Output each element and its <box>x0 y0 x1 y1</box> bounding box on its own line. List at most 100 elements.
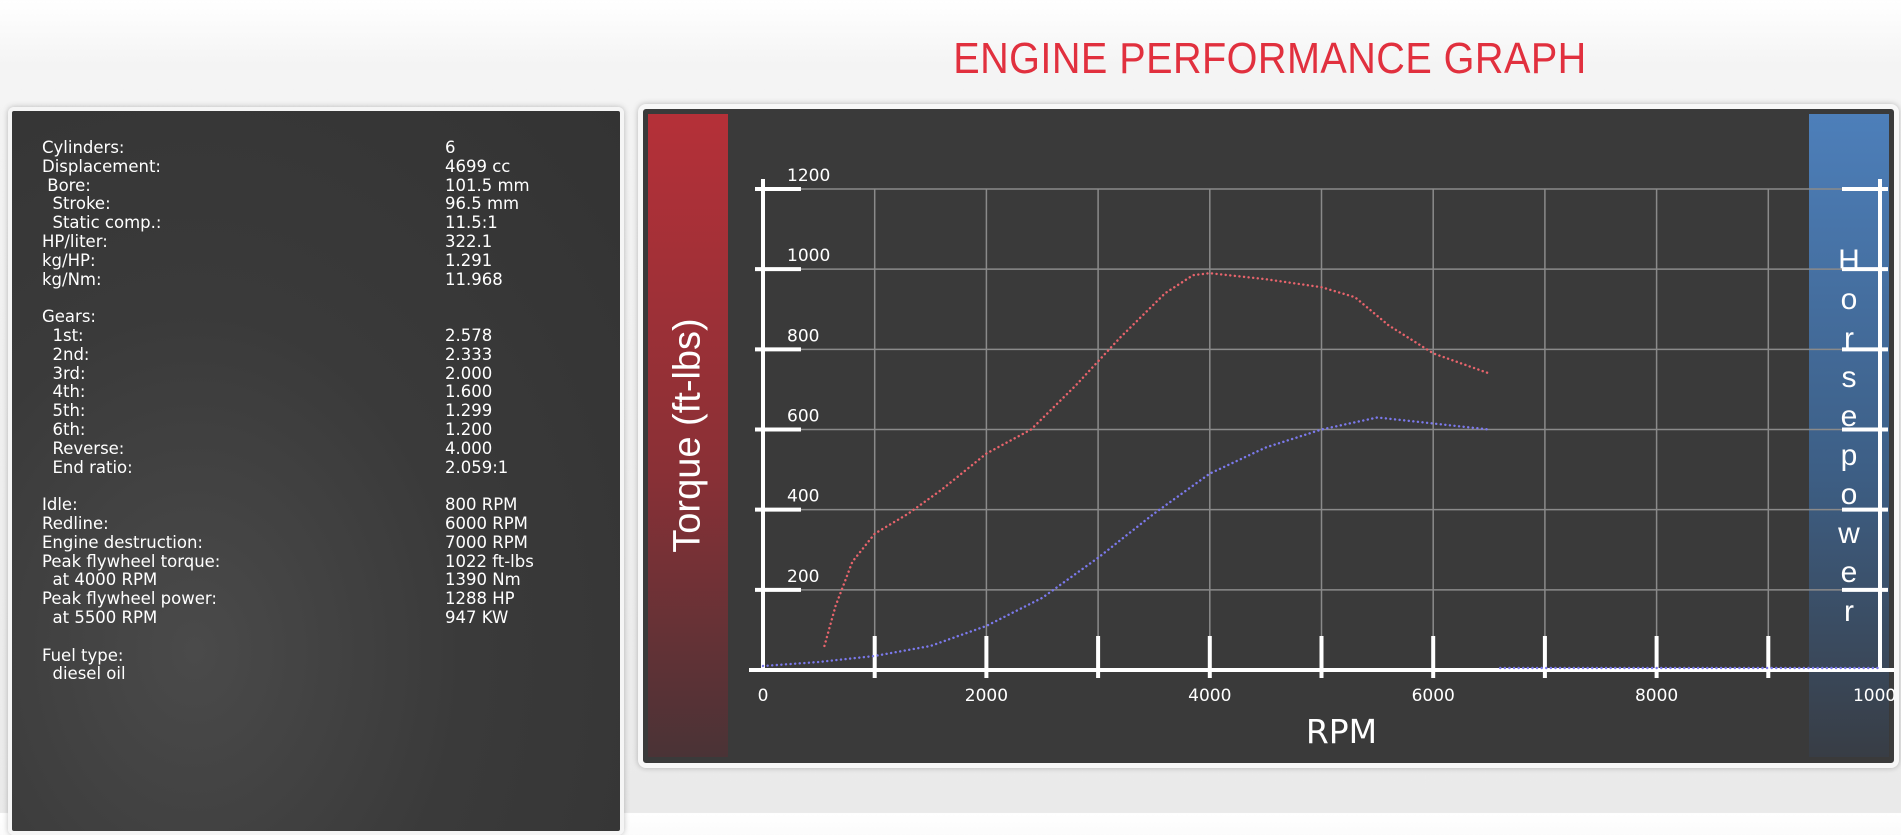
spec-label: 5th: <box>42 401 86 421</box>
spec-label: diesel oil <box>42 664 126 684</box>
spec-label: Gears: <box>42 307 96 327</box>
spec-label: Peak flywheel torque: <box>42 551 221 571</box>
spec-label: End ratio: <box>42 457 133 477</box>
spec-row: kg/Nm: 11.968 <box>42 269 534 290</box>
torque-tick-label: 600 <box>787 407 819 427</box>
spec-value: 947 KW <box>445 607 509 627</box>
spec-value: 1390 Nm <box>445 570 521 590</box>
horsepower-axis-letter: p <box>1840 438 1858 472</box>
horsepower-axis-letter: e <box>1840 399 1858 433</box>
spec-value: 96.5 mm <box>445 194 520 214</box>
spec-value: 2.578 <box>445 325 493 345</box>
spec-value: 800 RPM <box>445 495 518 515</box>
spec-row: 5th: 1.299 <box>42 401 534 421</box>
spec-label: 3rd: <box>42 363 86 383</box>
spec-label: 6th: <box>42 419 86 439</box>
rpm-tick-label: 8000 <box>1635 686 1678 706</box>
spec-value: 6000 RPM <box>445 513 528 533</box>
spec-panel: Cylinders: 6 Displacement: 4699 cc Bore: 101… <box>8 107 624 835</box>
torque-axis-band: Torque (ft-lbs) <box>648 114 728 757</box>
spec-label: kg/HP: <box>42 250 96 270</box>
spec-value: 7000 RPM <box>445 532 528 552</box>
spec-row: Reverse: 4.000 <box>42 438 534 459</box>
spec-row: Redline: 6000 RPM <box>42 513 534 534</box>
spec-row: End ratio: 2.059:1 <box>42 457 534 478</box>
spec-label: Redline: <box>42 513 109 533</box>
horsepower-axis-letter: r <box>1844 594 1854 628</box>
spec-label: 2nd: <box>42 344 90 364</box>
spec-value: 1.600 <box>445 382 493 402</box>
horsepower-axis-letter: s <box>1841 360 1857 394</box>
spec-label: Reverse: <box>42 438 125 458</box>
spec-label: Idle: <box>42 495 78 515</box>
spec-value: 1022 ft-lbs <box>445 551 534 571</box>
rpm-tick-label: 2000 <box>965 686 1008 706</box>
spec-value: 2.000 <box>445 363 493 383</box>
spec-value: 4699 cc <box>445 156 511 176</box>
spec-label: Peak flywheel power: <box>42 589 217 609</box>
spec-value: 1.291 <box>445 250 493 270</box>
spec-value: 322.1 <box>445 231 493 251</box>
spec-row: Cylinders: 6 <box>42 138 534 158</box>
spec-row: Static comp.: 11.5:1 <box>42 213 534 233</box>
spec-row: Gears: <box>42 307 534 327</box>
spec-row: Peak flywheel power: 1288 HP <box>42 589 534 609</box>
spec-row: 3rd: 2.000 <box>42 363 534 384</box>
spec-label: at 5500 RPM <box>42 607 158 627</box>
spec-label: Displacement: <box>42 156 161 176</box>
spec-label: 4th: <box>42 382 86 402</box>
torque-tick-label: 400 <box>787 487 819 507</box>
spec-row: 2nd: 2.333 <box>42 344 534 365</box>
spec-label: Engine destruction: <box>42 532 203 552</box>
torque-curve <box>823 271 1491 648</box>
rpm-tick-label: 6000 <box>1412 686 1455 706</box>
torque-tick-label: 1200 <box>787 166 830 186</box>
spec-label: 1st: <box>42 325 84 345</box>
spec-row: 6th: 1.200 <box>42 419 534 440</box>
spec-value: 6 <box>445 138 456 157</box>
spec-row: at 4000 RPM 1390 Nm <box>42 571 534 590</box>
horsepower-axis-letter: o <box>1840 282 1858 316</box>
spec-row: Idle: 800 RPM <box>42 495 534 515</box>
spec-value: 1288 HP <box>445 589 515 609</box>
horsepower-curve <box>761 416 1491 668</box>
spec-row: kg/HP: 1.291 <box>42 250 534 271</box>
spec-label: Stroke: <box>42 194 111 214</box>
spec-label: Static comp.: <box>42 213 162 233</box>
spec-value: 11.968 <box>445 269 503 289</box>
spec-row: Stroke: 96.5 mm <box>42 195 534 214</box>
spec-value: 11.5:1 <box>445 213 498 233</box>
spec-row: 4th: 1.600 <box>42 383 534 402</box>
horsepower-axis-letter: w <box>1838 516 1860 550</box>
spec-row: Peak flywheel torque: 1022 ft-lbs <box>42 551 534 572</box>
spec-label: Bore: <box>42 175 91 195</box>
torque-tick-label: 800 <box>787 326 819 346</box>
page-title: ENGINE PERFORMANCE GRAPH <box>953 34 1587 83</box>
horsepower-axis-letter: o <box>1840 477 1858 511</box>
spec-value: 4.000 <box>445 438 493 458</box>
spec-row: HP/liter: 322.1 <box>42 231 534 252</box>
rpm-tick-label: 10000 <box>1853 686 1894 706</box>
spec-row: Bore: 101.5 mm <box>42 175 534 196</box>
rpm-axis-title: RPM <box>1306 712 1377 751</box>
horsepower-axis-letter: e <box>1840 555 1858 589</box>
rpm-tick-label: 4000 <box>1188 686 1231 706</box>
torque-tick-label: 1000 <box>787 246 830 266</box>
performance-chart: 2004006008001000120040080012001600200024… <box>749 166 1894 751</box>
rpm-tick-label: 0 <box>758 686 769 706</box>
spec-row: Fuel type: <box>42 646 534 666</box>
spec-value: 1.200 <box>445 419 493 439</box>
spec-row: Displacement: 4699 cc <box>42 156 534 177</box>
spec-row: diesel oil <box>42 665 534 684</box>
spec-label: at 4000 RPM <box>42 570 158 590</box>
spec-value: 101.5 mm <box>445 175 530 195</box>
spec-value: 1.299 <box>445 401 493 421</box>
spec-label: HP/liter: <box>42 231 108 251</box>
spec-label: Cylinders: <box>42 138 125 157</box>
spec-row: Engine destruction: 7000 RPM <box>42 532 534 553</box>
spec-row: 1st: 2.578 <box>42 325 534 346</box>
spec-value: 2.333 <box>445 344 493 364</box>
